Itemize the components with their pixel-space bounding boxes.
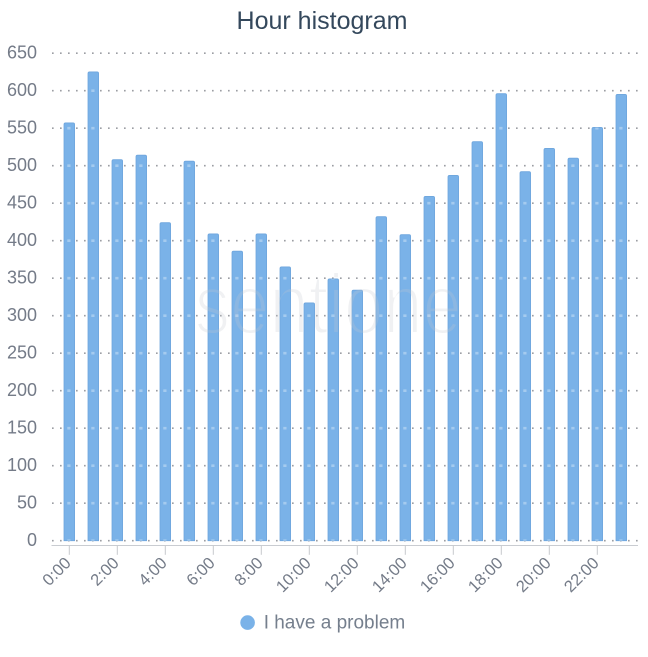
svg-text:Hour histogram: Hour histogram [237, 7, 408, 35]
svg-text:650: 650 [7, 42, 37, 62]
svg-text:450: 450 [7, 192, 37, 212]
svg-text:50: 50 [17, 492, 37, 512]
svg-text:150: 150 [7, 417, 37, 437]
svg-text:600: 600 [7, 80, 37, 100]
svg-text:100: 100 [7, 455, 37, 475]
svg-text:300: 300 [7, 305, 37, 325]
svg-text:200: 200 [7, 380, 37, 400]
svg-text:350: 350 [7, 267, 37, 287]
svg-text:250: 250 [7, 342, 37, 362]
svg-text:I have a problem: I have a problem [264, 612, 406, 633]
svg-text:400: 400 [7, 230, 37, 250]
svg-text:550: 550 [7, 117, 37, 137]
svg-text:0: 0 [27, 530, 37, 550]
svg-text:500: 500 [7, 155, 37, 175]
